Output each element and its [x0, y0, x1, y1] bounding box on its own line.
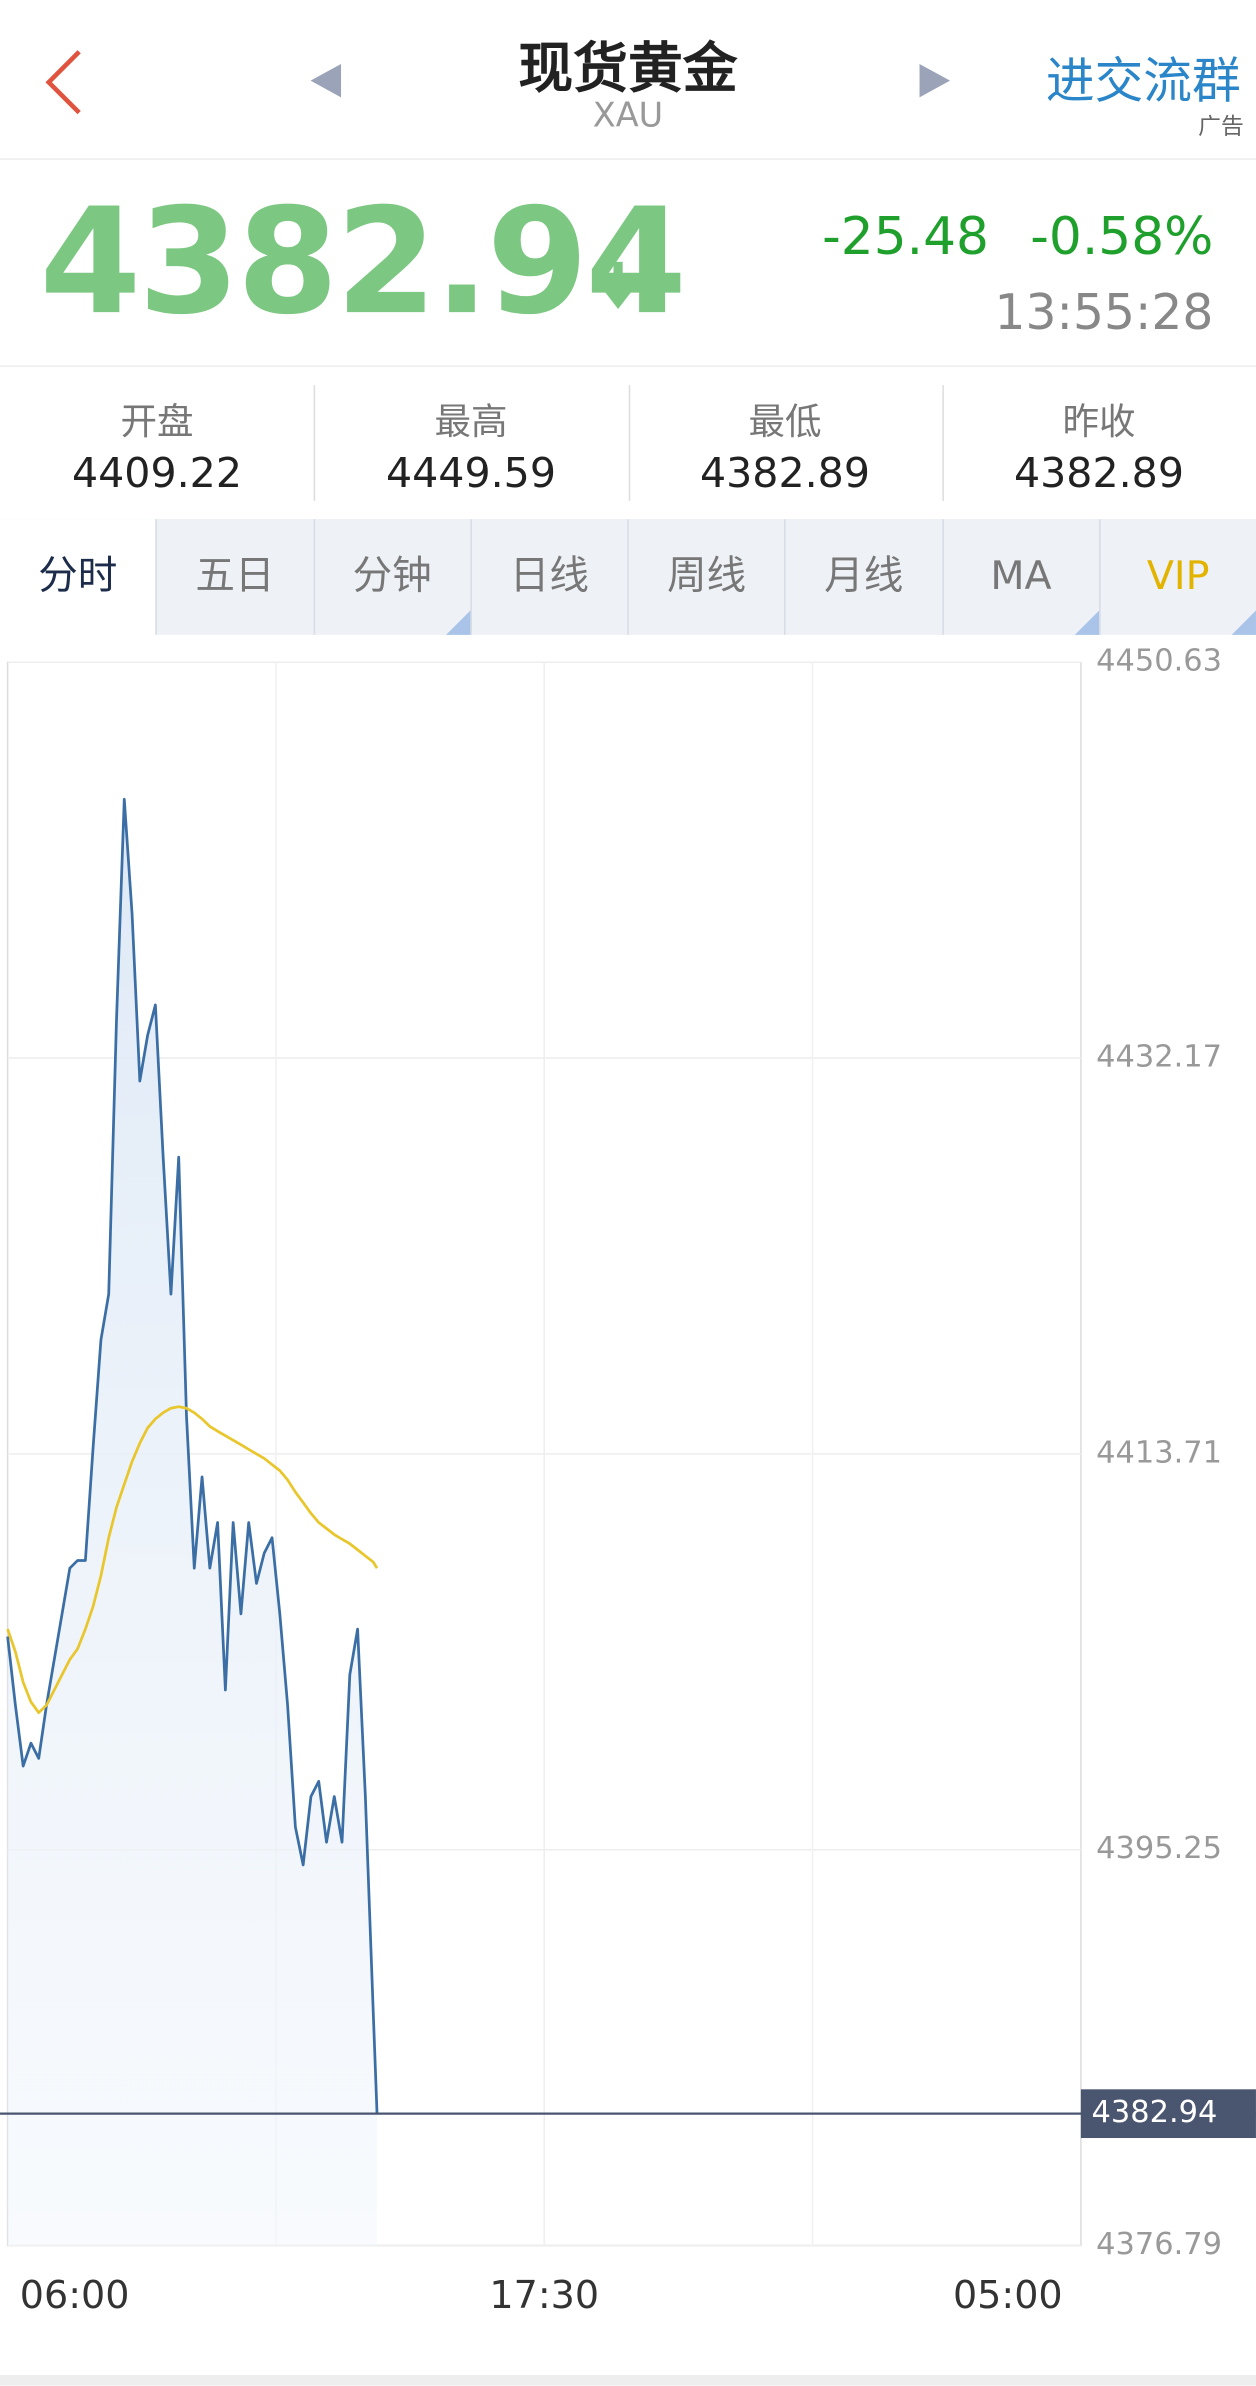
price: 4382.94: [39, 176, 687, 348]
tab[interactable]: MA: [941, 519, 1100, 635]
line: [6, 1405, 379, 1715]
stat: 昨收 4382.89: [941, 367, 1256, 519]
stat-label: 开盘: [120, 400, 194, 444]
y-tick-label: 4450.63: [1096, 644, 1222, 679]
stat-value: 4449.59: [385, 450, 556, 498]
y-tick-label: 4376.79: [1096, 2227, 1222, 2262]
stat-label: 昨收: [1062, 400, 1136, 444]
stat: 开盘 4409.22: [0, 367, 314, 519]
tab[interactable]: 日线: [470, 519, 627, 635]
tab[interactable]: 分时: [0, 519, 156, 635]
current-price-tag: [1080, 2089, 1256, 2139]
stat-value: 4382.89: [1013, 450, 1184, 498]
stat-label: 最低: [748, 400, 822, 444]
back-button[interactable]: [40, 46, 89, 119]
tab[interactable]: VIP: [1098, 519, 1256, 635]
group-link[interactable]: 进交流群: [1045, 51, 1241, 110]
symbol: XAU: [592, 97, 664, 136]
line: [6, 797, 379, 2114]
y-tick-label: 4395.25: [1096, 1831, 1222, 1866]
down-arrow: [602, 261, 634, 310]
x-tick-label: 05:00: [953, 2273, 1063, 2317]
ad-tag: 广告: [1198, 112, 1244, 141]
x-tick-label: 06:00: [20, 2273, 130, 2317]
tab[interactable]: 五日: [155, 519, 313, 635]
y-tick-label: 4413.71: [1096, 1435, 1222, 1470]
change: -25.48: [822, 207, 989, 268]
area: [7, 799, 378, 2246]
x-tick-label: 17:30: [489, 2273, 599, 2317]
change-percent: -0.58%: [1030, 207, 1214, 268]
chart: 4376.79 4395.25 4413.71 4432.17 4450.63 06:00…: [0, 644, 1256, 2386]
stat-value: 4382.89: [699, 450, 870, 498]
stat-label: 最高: [434, 400, 508, 444]
next-arrow[interactable]: [913, 61, 956, 101]
prev-arrow[interactable]: [304, 61, 347, 101]
tab-bar: 分时 五日 分钟 日线 周线 月线 MA VIP: [0, 519, 1256, 635]
stat-value: 4409.22: [72, 450, 242, 498]
title: 现货黄金: [518, 38, 738, 101]
stat: 最低 4382.89: [627, 367, 942, 519]
y-tick-label: 4432.17: [1096, 1040, 1222, 1075]
bottom-strip: [0, 2374, 1256, 2386]
stat: 最高 4449.59: [313, 367, 628, 519]
current-price-label: 4382.94: [1092, 2095, 1218, 2130]
tab[interactable]: 分钟: [312, 519, 471, 635]
header: 现货黄金 XAU 进交流群 广告: [0, 0, 1256, 160]
tab[interactable]: 月线: [784, 519, 941, 635]
stats: 开盘 4409.22 最高 4449.59 最低 4382.89 昨收 4382.89: [0, 365, 1256, 521]
quote-time: 13:55:28: [994, 283, 1214, 342]
tab[interactable]: 周线: [627, 519, 784, 635]
